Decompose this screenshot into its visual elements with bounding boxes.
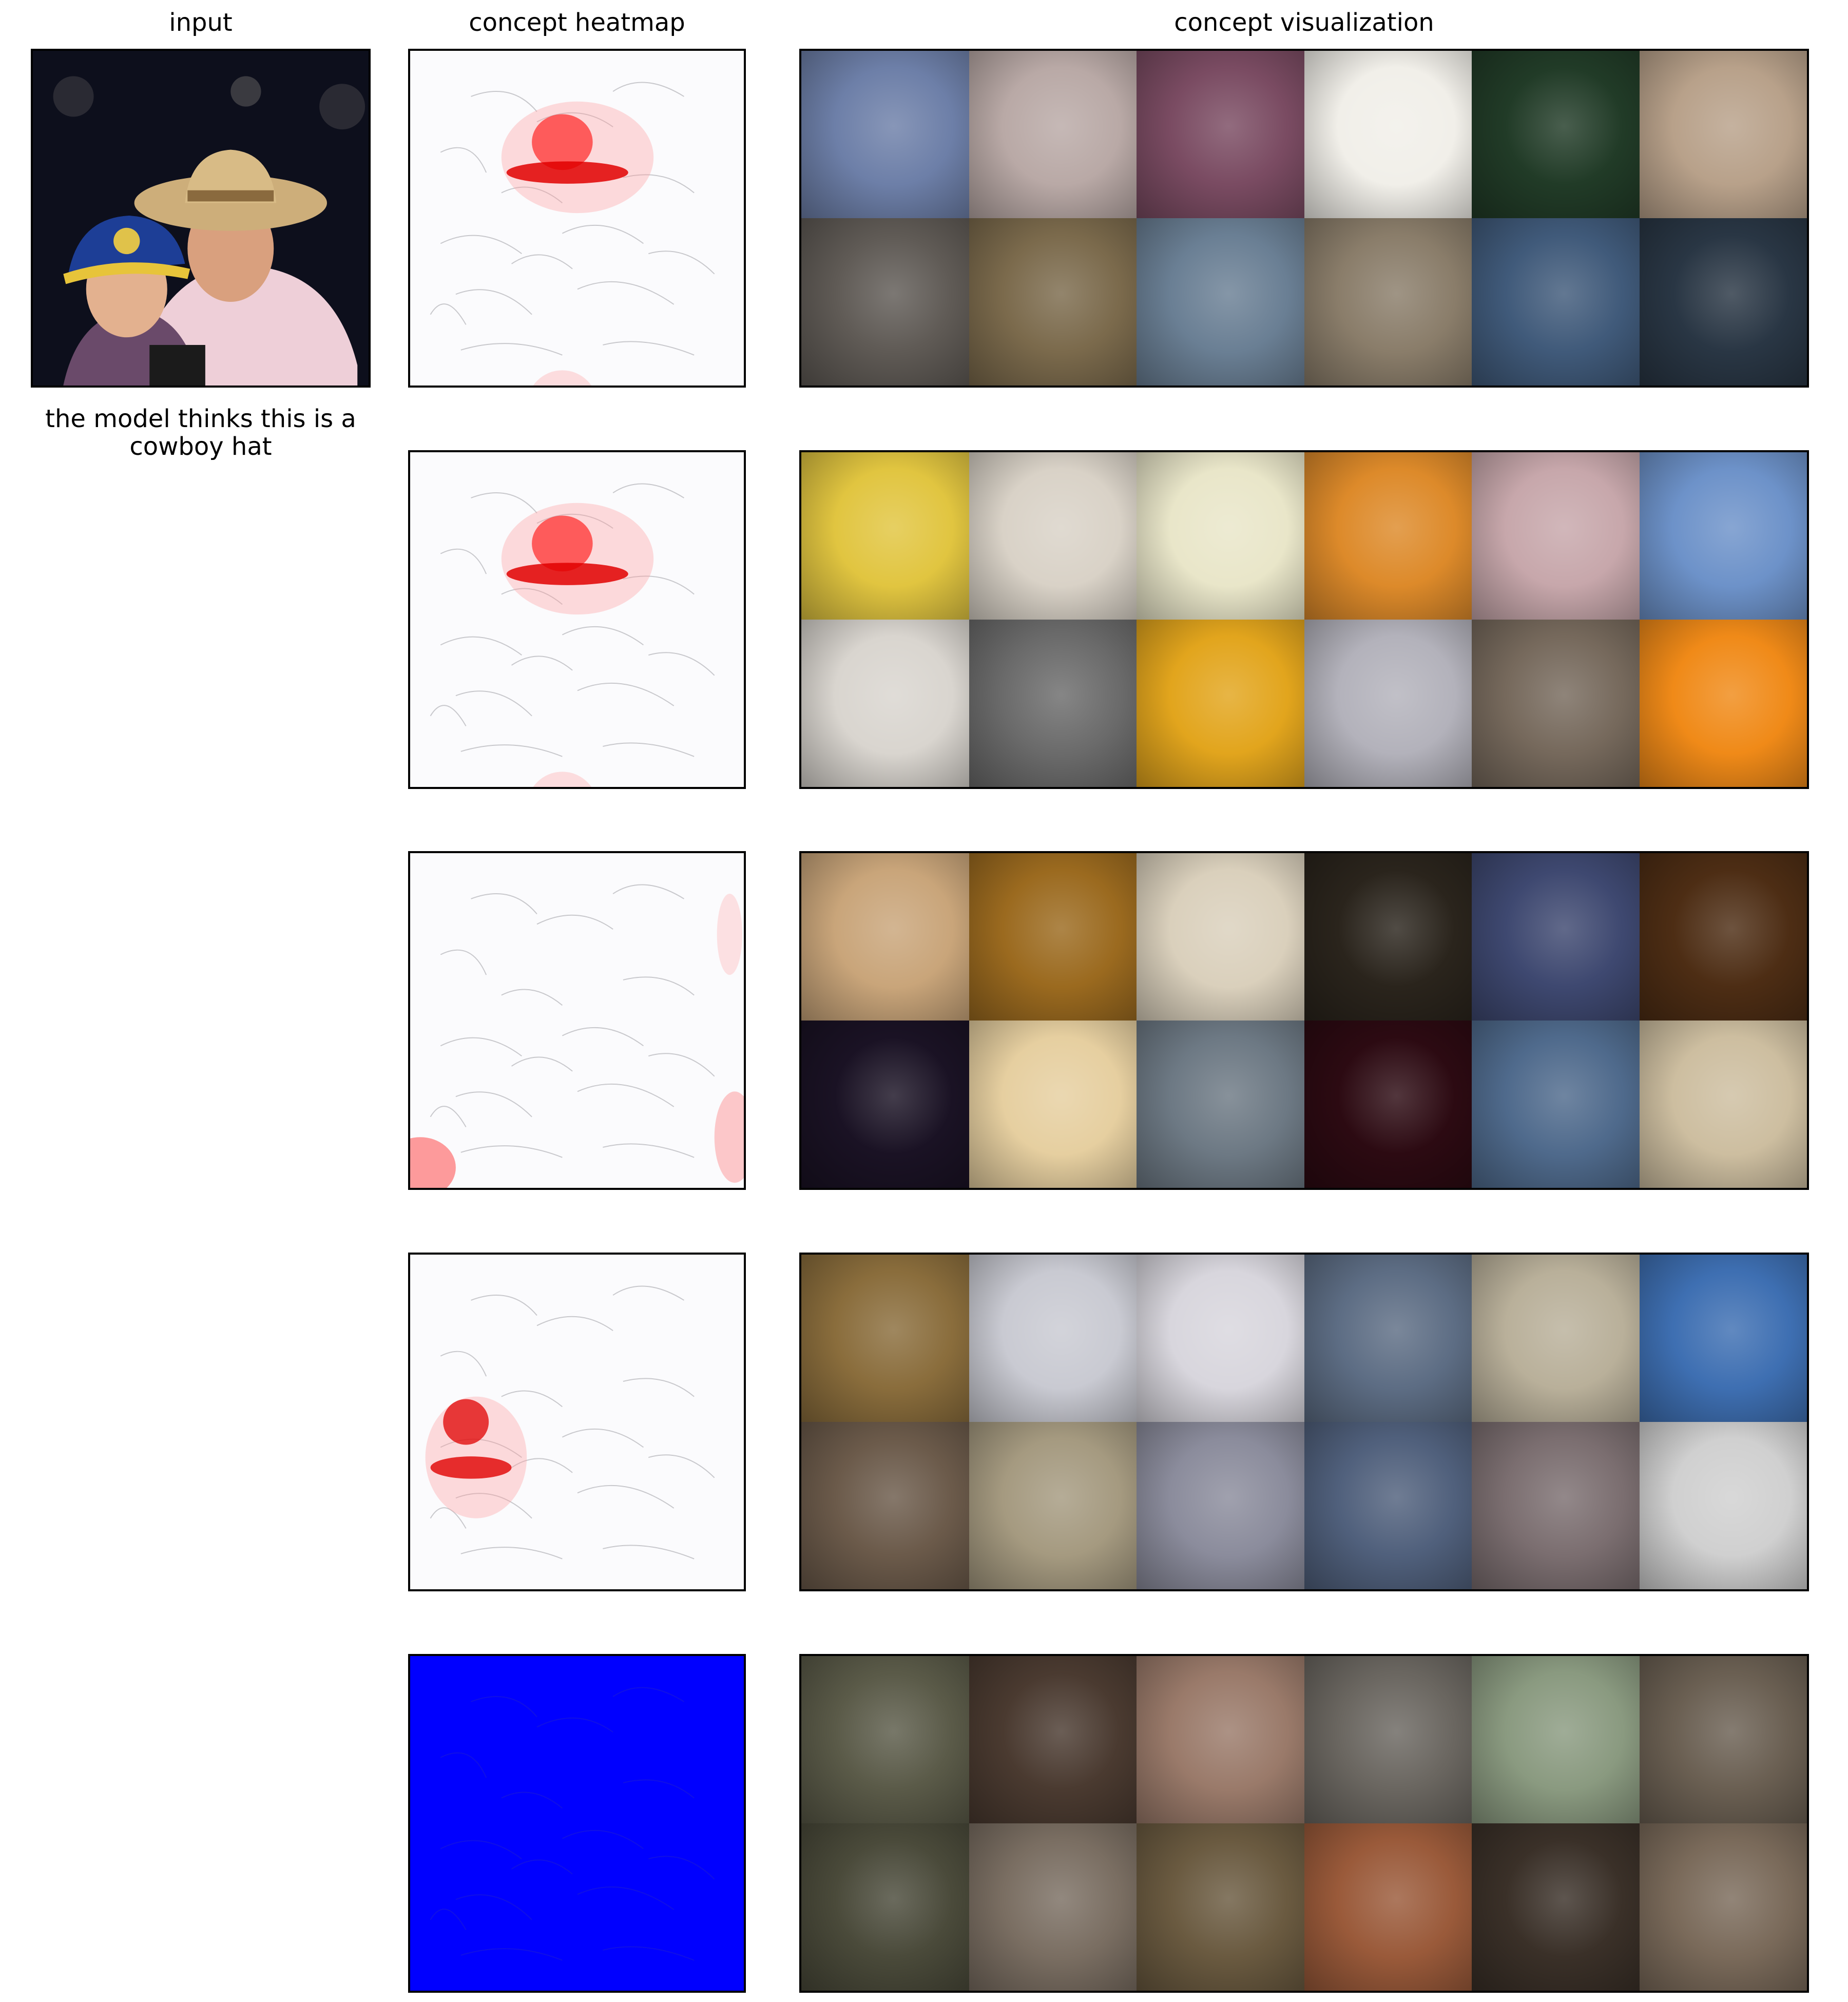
concept-visualization-grid [799, 49, 1809, 388]
concept-tile [801, 1422, 969, 1589]
concept-visualization-grid [799, 450, 1809, 789]
concept-tile [801, 1823, 969, 1991]
concept-tile [801, 1021, 969, 1188]
concept-tile [1472, 853, 1640, 1021]
concept-tile [801, 452, 969, 620]
heatmap-overlay [430, 1687, 715, 1961]
concept-tile [1639, 853, 1807, 1021]
concept-tile [801, 218, 969, 386]
concept-visualization-grid [799, 851, 1809, 1190]
concept-tile [1639, 1021, 1807, 1188]
concept-tile [1639, 1656, 1807, 1823]
concept-tile [1472, 1021, 1640, 1188]
concept-tile [1304, 1422, 1472, 1589]
concept-tile [1639, 218, 1807, 386]
concept-tile [1304, 853, 1472, 1021]
concept-tile [1472, 1422, 1640, 1589]
concept-tile [1137, 1021, 1304, 1188]
concept-tile [1304, 218, 1472, 386]
concept-visualization-grid [799, 1253, 1809, 1591]
caption: the model thinks this is a cowboy hat [45, 405, 356, 461]
concept-tile [1639, 1255, 1807, 1422]
concept-tile [1472, 218, 1640, 386]
column-title-input: input [169, 8, 233, 37]
concept-tile [1472, 1255, 1640, 1422]
concept-tile [1137, 452, 1304, 620]
concept-tile [1304, 1823, 1472, 1991]
concept-tile [969, 1422, 1137, 1589]
concept-tile [969, 853, 1137, 1021]
concept-tile [801, 853, 969, 1021]
concept-tile [1304, 1656, 1472, 1823]
concept-tile [1304, 51, 1472, 218]
concept-tile [1137, 1255, 1304, 1422]
concept-tile [969, 1255, 1137, 1422]
concept-tile [1137, 853, 1304, 1021]
concept-tile [969, 1021, 1137, 1188]
input-photo-illustration [33, 51, 369, 386]
concept-heatmap [408, 851, 746, 1190]
heatmap-overlay [430, 483, 715, 787]
input-photo [31, 49, 371, 388]
concept-tile [1639, 1823, 1807, 1991]
concept-tile [1137, 1422, 1304, 1589]
concept-tile [969, 218, 1137, 386]
concept-tile [1639, 452, 1807, 620]
concept-tile [801, 51, 969, 218]
concept-tile [1472, 452, 1640, 620]
column-title-visualization: concept visualization [1174, 8, 1434, 37]
concept-tile [801, 1656, 969, 1823]
concept-tile [1137, 1823, 1304, 1991]
concept-heatmap [408, 1253, 746, 1591]
concept-tile [969, 1656, 1137, 1823]
concept-tile [1639, 51, 1807, 218]
concept-tile [1137, 620, 1304, 787]
concept-tile [969, 1823, 1137, 1991]
concept-heatmap [408, 49, 746, 388]
heatmap-overlay [425, 1285, 715, 1560]
concept-heatmap [408, 450, 746, 789]
concept-heatmap [408, 1654, 746, 1993]
concept-tile [1304, 452, 1472, 620]
concept-tile [1472, 620, 1640, 787]
concept-tile [969, 452, 1137, 620]
heatmap-overlay [430, 82, 715, 386]
concept-tile [1137, 1656, 1304, 1823]
heatmap-overlay [410, 884, 744, 1188]
concept-tile [969, 51, 1137, 218]
concept-tile [1472, 1823, 1640, 1991]
concept-tile [1639, 1422, 1807, 1589]
concept-tile [1137, 51, 1304, 218]
concept-tile [969, 620, 1137, 787]
concept-tile [1304, 620, 1472, 787]
concept-tile [1137, 218, 1304, 386]
column-title-heatmap: concept heatmap [469, 8, 685, 37]
concept-tile [1472, 51, 1640, 218]
concept-visualization-grid [799, 1654, 1809, 1993]
concept-tile [801, 1255, 969, 1422]
concept-tile [1304, 1021, 1472, 1188]
concept-tile [801, 620, 969, 787]
concept-tile [1639, 620, 1807, 787]
concept-tile [1304, 1255, 1472, 1422]
concept-tile [1472, 1656, 1640, 1823]
